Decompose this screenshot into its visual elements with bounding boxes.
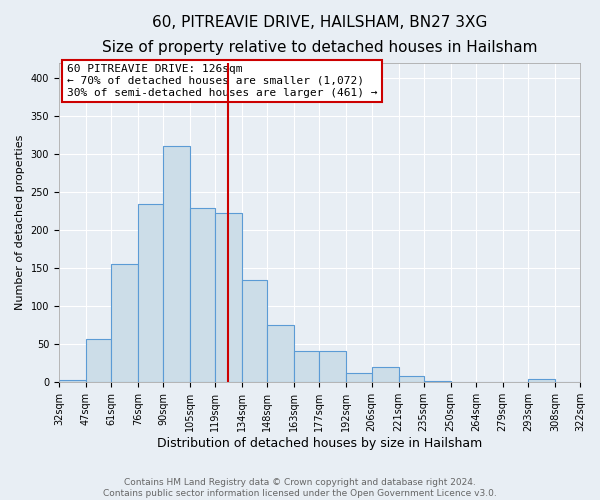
Bar bbox=[138, 204, 163, 382]
Bar bbox=[424, 381, 451, 382]
Title: 60, PITREAVIE DRIVE, HAILSHAM, BN27 3XG
Size of property relative to detached ho: 60, PITREAVIE DRIVE, HAILSHAM, BN27 3XG … bbox=[102, 15, 537, 54]
Bar bbox=[371, 367, 398, 382]
Bar bbox=[346, 373, 371, 382]
Bar bbox=[398, 376, 424, 382]
Bar bbox=[163, 146, 190, 382]
Bar bbox=[86, 339, 111, 382]
Bar bbox=[190, 208, 215, 382]
Bar bbox=[242, 280, 268, 382]
Text: Contains HM Land Registry data © Crown copyright and database right 2024.
Contai: Contains HM Land Registry data © Crown c… bbox=[103, 478, 497, 498]
Bar bbox=[215, 214, 242, 382]
X-axis label: Distribution of detached houses by size in Hailsham: Distribution of detached houses by size … bbox=[157, 437, 482, 450]
Bar bbox=[268, 324, 294, 382]
Bar bbox=[528, 380, 555, 382]
Bar bbox=[294, 351, 319, 382]
Y-axis label: Number of detached properties: Number of detached properties bbox=[15, 135, 25, 310]
Bar bbox=[319, 351, 346, 382]
Bar bbox=[111, 264, 138, 382]
Bar bbox=[59, 380, 86, 382]
Text: 60 PITREAVIE DRIVE: 126sqm
← 70% of detached houses are smaller (1,072)
30% of s: 60 PITREAVIE DRIVE: 126sqm ← 70% of deta… bbox=[67, 64, 377, 98]
